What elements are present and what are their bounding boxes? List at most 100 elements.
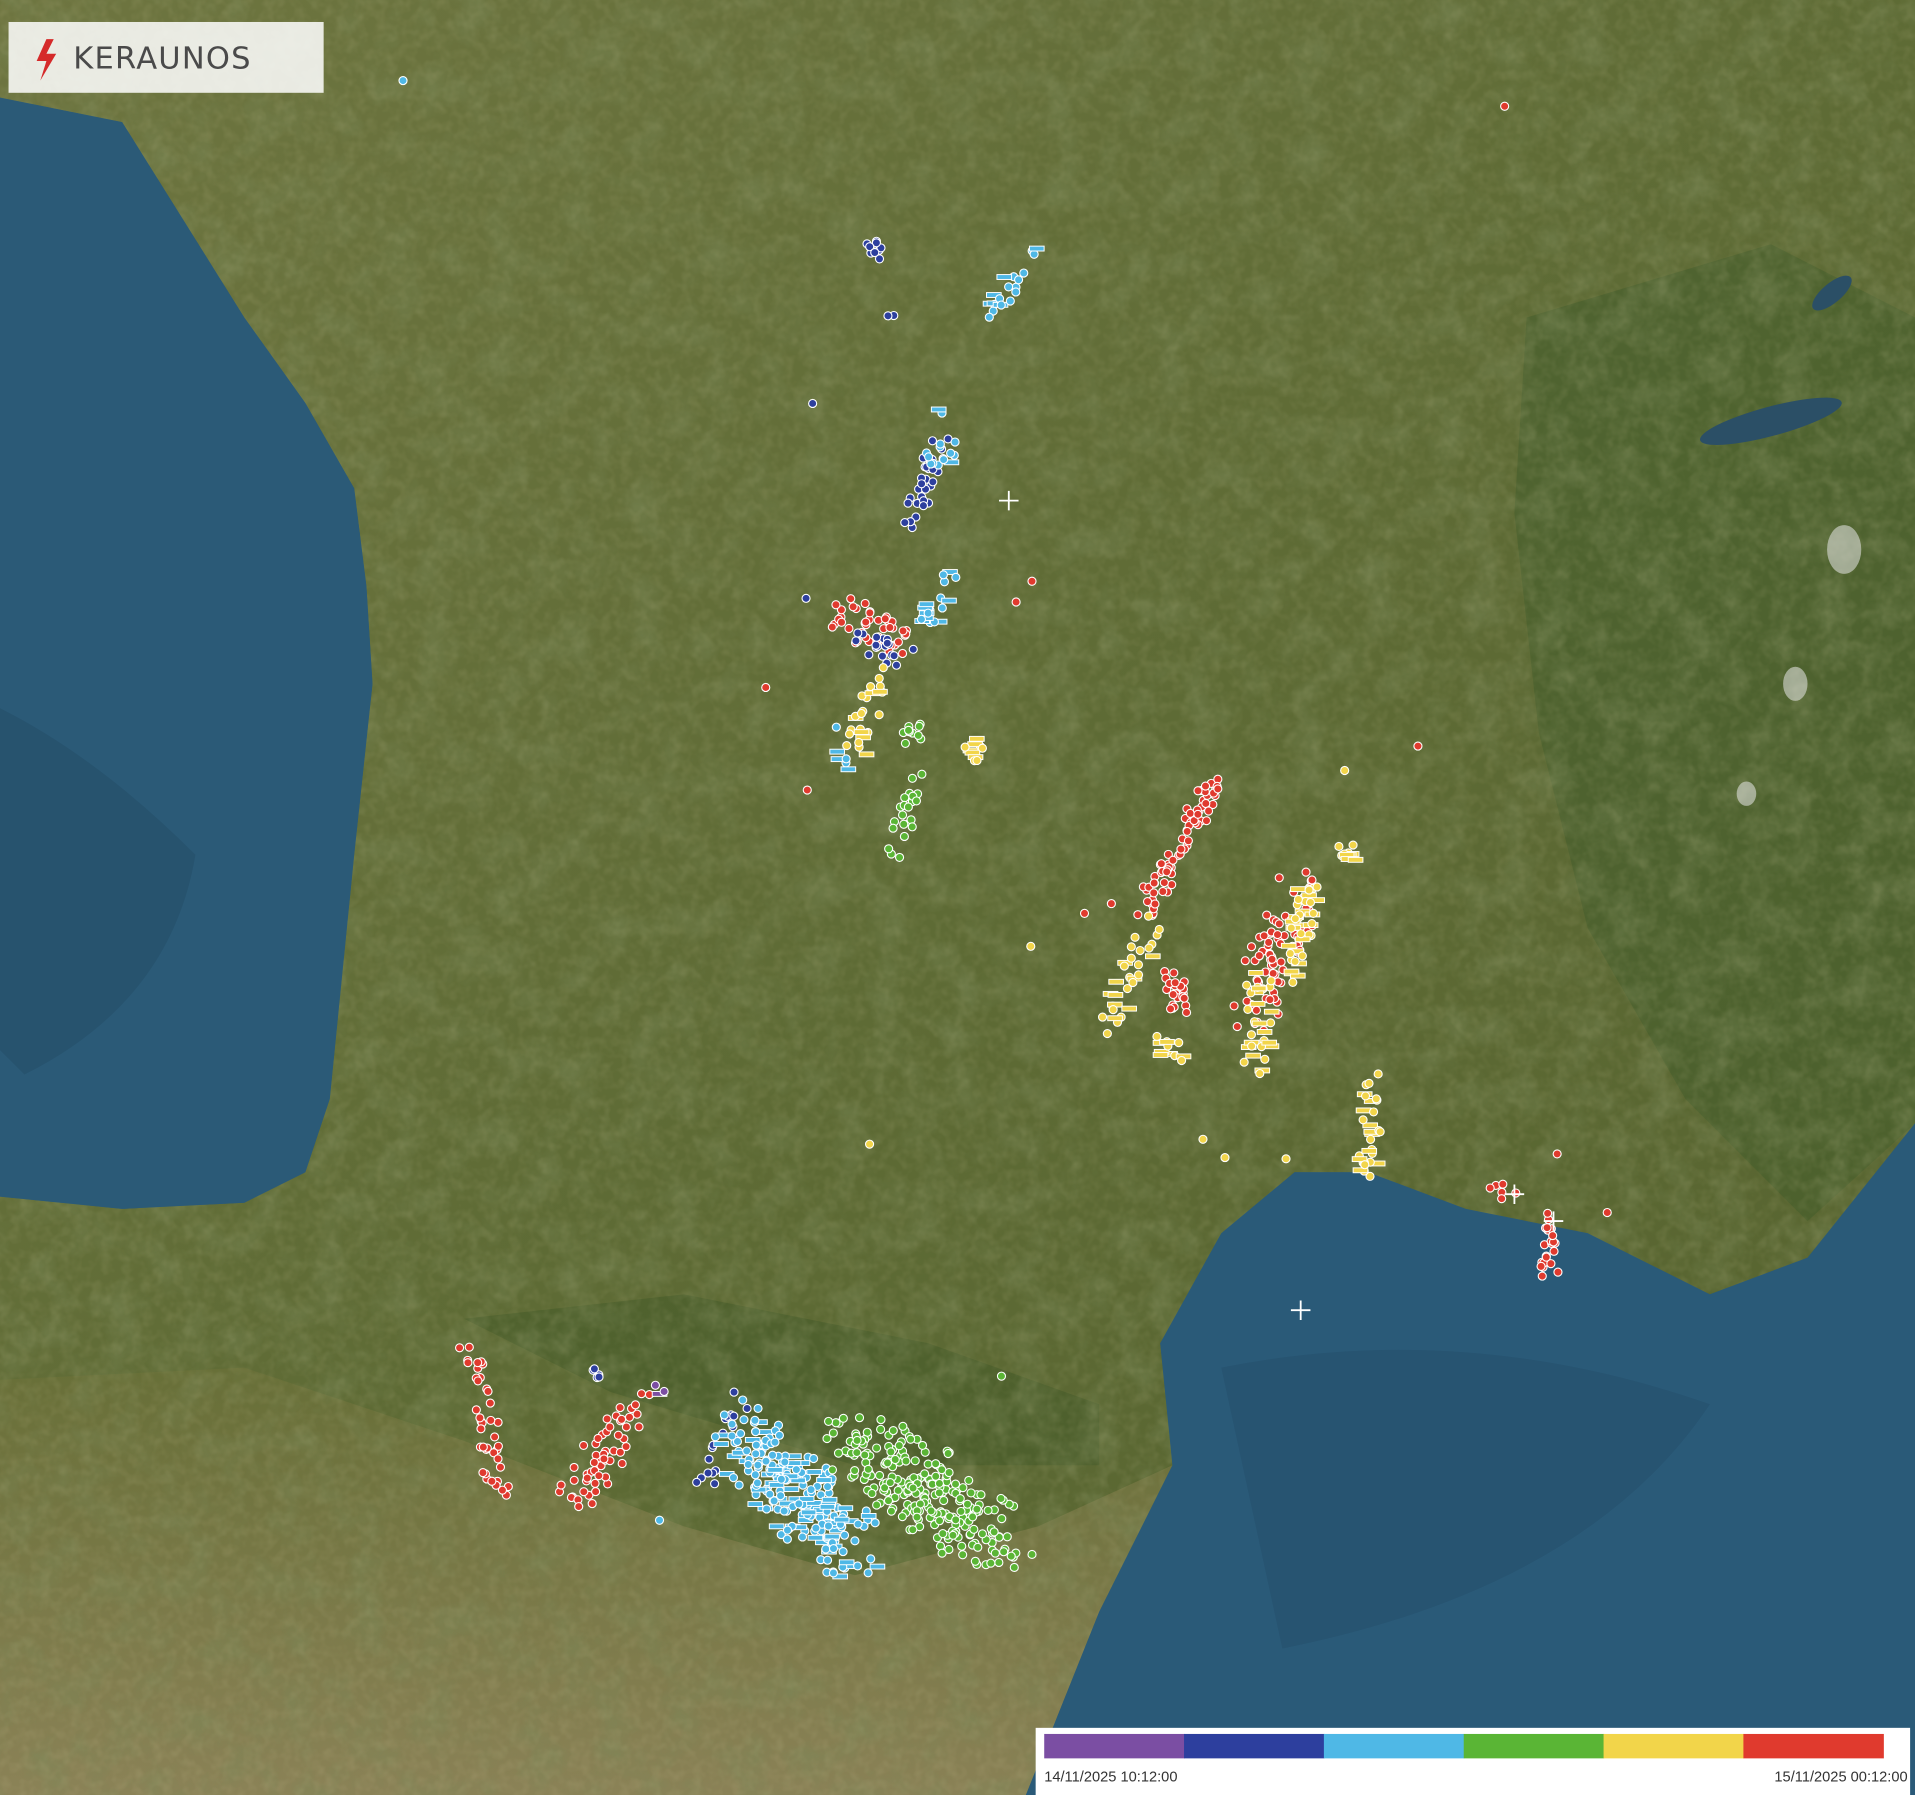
strike [1019,268,1029,278]
strike [1106,899,1116,909]
strike [1163,849,1173,859]
strike [1149,888,1159,898]
strike [897,810,908,820]
strike [1167,880,1177,890]
strike [944,1544,954,1555]
strike [885,1477,895,1488]
strike [761,682,771,693]
strike [1276,957,1286,967]
strike [1366,1134,1376,1144]
strike [844,729,855,739]
strike [960,742,970,752]
strike [852,1561,863,1571]
strike [1537,1271,1547,1281]
legend-swatch [1603,1733,1745,1759]
strike [969,1524,979,1534]
strike [836,617,847,627]
strike [934,1488,944,1498]
strike [821,1544,831,1554]
strike-cross [999,490,1019,511]
strike-bar [838,1559,855,1566]
strike [1267,954,1277,964]
strike [808,398,818,409]
strike [752,1478,762,1488]
strike-bar [1256,1029,1273,1035]
strike [1413,741,1423,751]
strike [487,1476,497,1486]
strike-bar [798,1496,815,1502]
strike [1119,961,1129,971]
strike [1026,941,1036,951]
strike [827,1465,838,1475]
legend-start: 14/11/2025 10:12:00 [1044,1770,1177,1786]
strike [624,1412,635,1422]
strike [836,605,846,615]
strike [939,454,949,465]
strike [937,1548,947,1558]
strike [767,1450,778,1460]
strike [1264,937,1274,947]
strike [874,1470,885,1481]
strike [914,721,924,731]
strike [907,822,917,832]
strike [1239,1057,1249,1067]
strike [765,1489,775,1499]
strike [888,1426,898,1436]
strike [703,1468,713,1478]
strike [497,1485,508,1495]
strike [1497,1194,1507,1204]
strike [870,247,880,258]
strike [852,1447,862,1458]
strike [780,1457,790,1467]
strike [867,1488,877,1499]
strike-bar [996,274,1013,280]
strike [710,1432,720,1442]
strike [739,1415,749,1425]
strike [1133,970,1144,980]
strike [938,1529,948,1539]
strike [1169,968,1179,978]
strike [958,1550,968,1560]
strike [928,477,938,487]
strike [853,628,863,638]
strike [1011,287,1021,297]
strike [1181,1007,1192,1018]
strike [1154,924,1164,935]
strike [1307,918,1317,929]
strike-bar [869,1563,886,1570]
strike [1285,948,1295,959]
strike [493,1441,503,1451]
strike [594,1372,604,1382]
strike [997,1514,1007,1524]
strike [489,1448,499,1458]
strike [848,602,858,612]
strike [1198,1134,1208,1144]
strike-bar [872,688,888,695]
strike [990,1548,1000,1558]
strike [842,740,852,751]
strike [876,1415,886,1425]
strike-bar [1250,985,1267,992]
strike [1375,1127,1385,1137]
strike [939,1495,949,1506]
strike [1122,983,1133,994]
strike [838,1547,848,1557]
strike [476,1424,486,1434]
strike [1360,1091,1371,1101]
strike [852,1435,862,1446]
legend-swatch [1323,1733,1465,1759]
strike-bar [747,1501,764,1507]
logo-box [8,21,324,93]
strike [613,1430,623,1440]
strike [934,1516,945,1526]
strike [490,1432,500,1442]
strike [1511,1188,1521,1198]
strike [938,570,948,580]
strike [863,1568,873,1578]
strike [946,448,956,458]
strike [903,802,913,812]
strike [976,1490,986,1500]
strike [1102,1028,1112,1039]
strike [1168,855,1178,865]
strike-bar [840,766,857,773]
